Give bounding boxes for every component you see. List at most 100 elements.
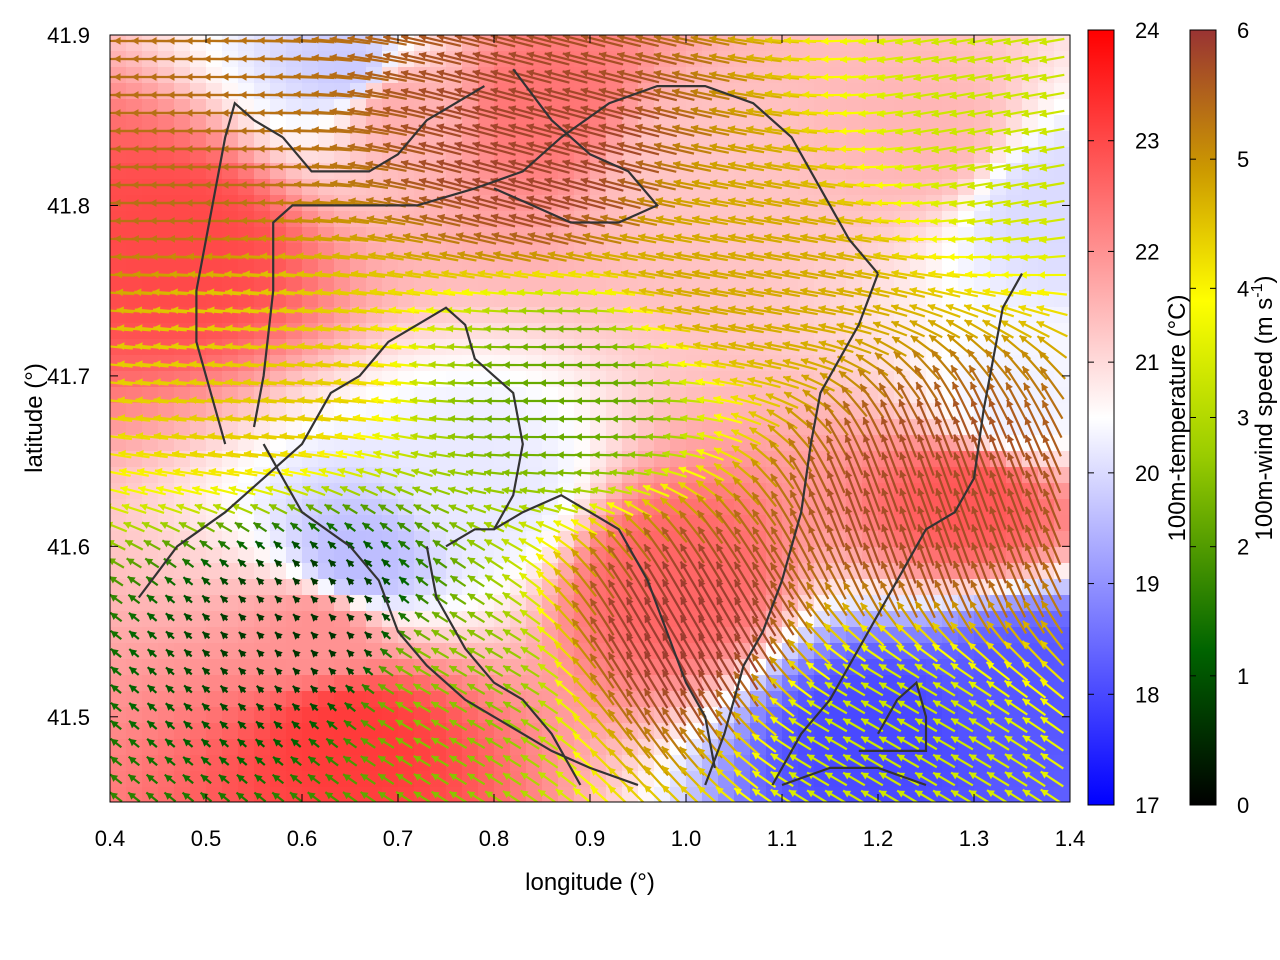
heatmap-cell-917: [382, 275, 399, 292]
heatmap-cell-285: [830, 99, 847, 116]
heatmap-cell-3: [158, 35, 175, 52]
heatmap-cell-409: [894, 131, 911, 148]
heatmap-cell-972: [302, 291, 319, 308]
heatmap-cell-1103: [478, 323, 495, 340]
heatmap-cell-377: [382, 131, 399, 148]
heatmap-cell-780: [110, 243, 127, 260]
heatmap-cell-418: [1038, 131, 1055, 148]
heatmap-cell-911: [286, 275, 303, 292]
heatmap-cell-432: [302, 147, 319, 164]
heatmap-cell-667: [222, 211, 239, 228]
heatmap-cell-930: [590, 275, 607, 292]
heatmap-cell-1225: [510, 355, 527, 372]
heatmap-cell-2351: [286, 659, 303, 676]
heatmap-cell-2415: [350, 675, 367, 692]
heatmap-cell-664: [174, 211, 191, 228]
heatmap-cell-2289: [254, 643, 271, 660]
heatmap-cell-852: [302, 259, 319, 276]
heatmap-cell-423: [158, 147, 175, 164]
heatmap-cell-784: [174, 243, 191, 260]
heatmap-cell-547: [222, 179, 239, 196]
heatmap-cell-916: [366, 275, 383, 292]
heatmap-cell-913: [318, 275, 335, 292]
heatmap-cell-1651: [606, 467, 623, 484]
heatmap-cell-370: [270, 131, 287, 148]
heatmap-cell-896: [1006, 259, 1023, 276]
heatmap-cell-526: [846, 163, 863, 180]
heatmap-cell-870: [590, 259, 607, 276]
heatmap-cell-864: [494, 259, 511, 276]
heatmap-cell-1210: [270, 355, 287, 372]
heatmap-cell-1875: [350, 531, 367, 548]
heatmap-cell-2295: [350, 643, 367, 660]
heatmap-cell-903: [158, 275, 175, 292]
heatmap-cell-988: [558, 291, 575, 308]
heatmap-cell-1987: [222, 563, 239, 580]
heatmap-cell-1589: [574, 451, 591, 468]
heatmap-cell-543: [158, 179, 175, 196]
heatmap-cell-244: [174, 99, 191, 116]
heatmap-cell-1229: [574, 355, 591, 372]
heatmap-cell-354: [974, 115, 991, 132]
heatmap-cell-868: [558, 259, 575, 276]
heatmap-cell-937: [702, 275, 719, 292]
heatmap-cell-4: [174, 35, 191, 52]
heatmap-cell-356: [1006, 115, 1023, 132]
heatmap-cell-841: [126, 259, 143, 276]
heatmap-cell-424: [174, 147, 191, 164]
heatmap-cell-939: [734, 275, 751, 292]
heatmap-cell-407: [862, 131, 879, 148]
heatmap-cell-589: [894, 179, 911, 196]
heatmap-cell-119: [1054, 51, 1070, 68]
heatmap-cell-1583: [478, 451, 495, 468]
heatmap-cell-351: [926, 115, 943, 132]
heatmap-cell-371: [286, 131, 303, 148]
heatmap-cell-373: [318, 131, 335, 148]
heatmap-cell-935: [670, 275, 687, 292]
heatmap-cell-1468: [558, 419, 575, 436]
heatmap-cell-1226: [526, 355, 543, 372]
heatmap-cell-860: [430, 259, 447, 276]
heatmap-cell-243: [158, 99, 175, 116]
heatmap-cell-835: [990, 243, 1007, 260]
heatmap-cell-851: [286, 259, 303, 276]
heatmap-cell-914: [334, 275, 351, 292]
heatmap-cell-9: [254, 35, 271, 52]
heatmap-cell-925: [510, 275, 527, 292]
heatmap-cell-1643: [478, 467, 495, 484]
heatmap-cell-346: [846, 115, 863, 132]
heatmap-cell-362: [142, 131, 159, 148]
heatmap-cell-904: [174, 275, 191, 292]
heatmap-cell-920: [430, 275, 447, 292]
heatmap-cell-923: [478, 275, 495, 292]
heatmap-cell-2603: [478, 723, 495, 740]
heatmap-cell-2710: [270, 755, 287, 772]
heatmap-cell-2600: [430, 723, 447, 740]
heatmap-cell-1227: [542, 355, 559, 372]
heatmap-cell-336: [686, 115, 703, 132]
heatmap-cell-544: [174, 179, 191, 196]
heatmap-cell-1197: [1022, 339, 1039, 356]
heatmap-cell-413: [958, 131, 975, 148]
heatmap-cell-2171: [286, 611, 303, 628]
heatmap-cell-2731: [606, 755, 623, 772]
heatmap-cell-843: [158, 259, 175, 276]
heatmap-cell-715: [990, 211, 1007, 228]
heatmap-cell-249: [254, 99, 271, 116]
heatmap-cell-2597: [382, 723, 399, 740]
heatmap-cell-366: [206, 131, 223, 148]
heatmap-cell-2046: [206, 579, 223, 596]
heatmap-cell-928: [558, 275, 575, 292]
heatmap-cell-2109: [254, 595, 271, 612]
heatmap-cell-2112: [302, 595, 319, 612]
heatmap-cell-2168: [238, 611, 255, 628]
heatmap-cell-167: [862, 67, 879, 84]
heatmap-cell-1285: [510, 371, 527, 388]
heatmap-cell-223: [798, 83, 815, 100]
heatmap-cell-936: [686, 275, 703, 292]
heatmap-cell-412: [942, 131, 959, 148]
heatmap-cell-891: [926, 259, 943, 276]
heatmap-cell-239: [1054, 83, 1070, 100]
heatmap-cell-772: [942, 227, 959, 244]
